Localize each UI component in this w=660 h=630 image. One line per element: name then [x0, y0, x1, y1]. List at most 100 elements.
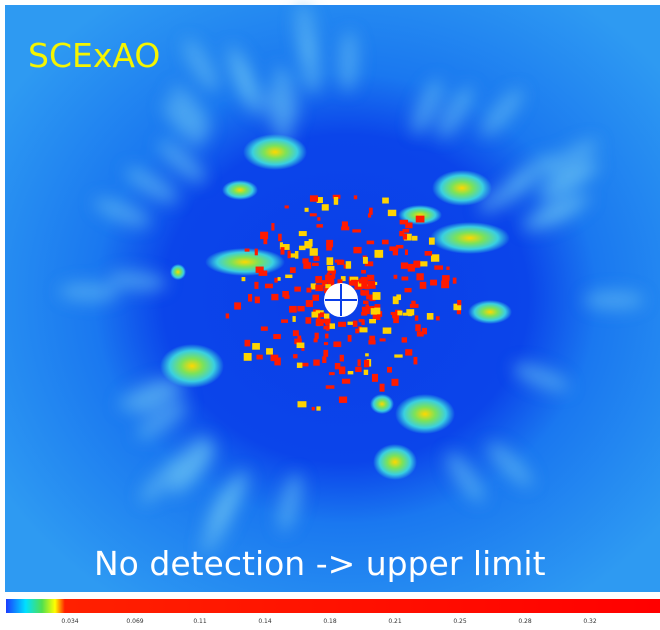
speckle	[394, 275, 398, 279]
speckle	[317, 217, 320, 221]
speckle	[425, 251, 432, 256]
speckle	[306, 300, 313, 307]
speckle	[373, 292, 381, 300]
speckle	[394, 354, 402, 357]
speckle	[245, 340, 251, 347]
speckle	[255, 297, 260, 304]
blob	[170, 264, 186, 280]
speckle	[281, 319, 288, 323]
speckle	[372, 374, 378, 382]
speckle	[326, 240, 333, 247]
speckle	[368, 213, 371, 217]
speckle	[290, 267, 296, 273]
speckle	[391, 379, 398, 386]
speckle	[315, 276, 322, 281]
colorbar-tick-label: 0.28	[518, 618, 532, 625]
speckle	[442, 275, 450, 281]
speckle	[367, 241, 375, 245]
speckle	[415, 324, 420, 331]
screenshot: 0.0340.0690.110.140.180.210.250.280.32 S…	[0, 0, 660, 630]
speckle	[315, 285, 323, 292]
speckle	[311, 283, 316, 289]
speckle	[313, 360, 319, 366]
speckle	[261, 326, 268, 330]
speckle	[271, 355, 279, 361]
speckle	[342, 379, 350, 384]
speckle	[324, 314, 329, 319]
speckle	[393, 251, 398, 256]
speckle	[242, 277, 246, 281]
speckle	[335, 260, 343, 263]
speckle	[361, 270, 366, 274]
speckle	[265, 284, 273, 289]
blob	[395, 394, 455, 434]
speckle	[305, 317, 311, 324]
speckle	[325, 334, 328, 339]
speckle	[245, 248, 250, 251]
speckle	[281, 247, 285, 254]
speckle	[434, 265, 443, 269]
blob	[468, 300, 512, 324]
speckle	[369, 319, 376, 323]
speckle	[342, 221, 348, 227]
speckle	[293, 354, 297, 358]
colorbar-tick-label: 0.32	[583, 618, 597, 625]
speckle	[365, 286, 370, 289]
colorbar-tick-label: 0.21	[388, 618, 402, 625]
speckle	[316, 224, 323, 228]
colorbar	[6, 599, 660, 613]
speckle	[293, 330, 299, 336]
speckle	[348, 322, 353, 325]
speckle	[297, 306, 304, 311]
speckle	[410, 304, 419, 308]
streak	[584, 290, 644, 310]
colorbar-ticks: 0.0340.0690.110.140.180.210.250.280.32	[61, 618, 596, 625]
blob	[205, 248, 285, 276]
speckle	[441, 280, 449, 288]
speckle	[310, 195, 318, 201]
speckle	[357, 359, 360, 366]
speckle	[297, 363, 303, 368]
speckle	[382, 240, 389, 245]
speckle	[388, 210, 396, 216]
speckle	[326, 385, 335, 389]
speckle	[256, 355, 262, 360]
speckle	[415, 315, 418, 320]
speckle	[297, 336, 301, 339]
speckle	[402, 337, 407, 342]
speckle	[266, 348, 273, 354]
blob	[222, 180, 258, 200]
speckle	[273, 334, 281, 339]
speckle	[405, 349, 412, 355]
speckle	[397, 311, 402, 316]
speckle	[263, 239, 267, 244]
speckle	[396, 245, 403, 248]
speckle	[348, 371, 354, 374]
speckle	[380, 338, 386, 341]
speckle	[330, 323, 335, 328]
blob	[243, 134, 307, 170]
speckle	[420, 261, 428, 266]
speckle	[297, 343, 305, 348]
speckle	[312, 407, 315, 411]
colorbar-tick-label: 0.069	[126, 618, 143, 625]
speckle	[252, 343, 260, 350]
speckle	[333, 341, 341, 347]
speckle	[285, 275, 292, 278]
speckle	[256, 267, 264, 273]
speckle	[380, 384, 385, 392]
speckle	[248, 294, 252, 302]
speckle	[416, 273, 423, 280]
speckle	[353, 321, 358, 327]
speckle	[363, 257, 368, 264]
colorbar-tick-label: 0.14	[258, 618, 272, 625]
speckle	[431, 254, 439, 261]
speckle	[457, 300, 461, 305]
speckle	[327, 257, 334, 265]
speckle	[391, 312, 398, 315]
speckle	[327, 273, 330, 276]
speckle	[363, 301, 368, 304]
speckle	[353, 247, 361, 253]
blob	[160, 344, 224, 388]
speckle	[327, 266, 334, 271]
